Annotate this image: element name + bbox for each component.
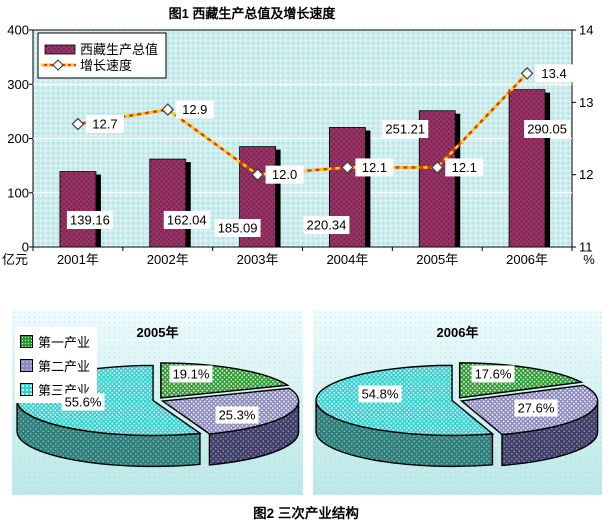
bar-value-label: 139.16 [70,213,110,228]
pie-slice-label: 27.6% [514,399,558,417]
line-marker [520,67,534,80]
bar-shadow [275,149,281,247]
bar-value-label: 251.21 [385,122,425,137]
pie-slice [315,364,495,437]
primary-industry-swatch-icon [20,334,33,348]
bar-value-label-bg [524,120,571,138]
x-axis-label: 2006年 [506,252,548,267]
pie-panel-2006: 2006年 17.6% 27.6% 54.8% [313,310,602,495]
line-value-label-bg [355,158,394,177]
line-marker [71,117,85,131]
pie-slice-label: 19.1% [169,365,213,383]
y-axis-label: 100 [7,185,29,200]
pie-slice-label: 25.3% [215,406,259,424]
bar-shadow [545,92,551,247]
pie-chart-2006 [315,362,599,468]
legend-item-secondary-industry: 第二产业 [20,353,97,377]
secondary-industry-swatch-icon [20,358,33,372]
figure1-title: 图1 西藏生产总值及增长速度 [168,6,336,21]
line-marker [251,168,264,182]
pie-slice-label: 17.6% [471,365,515,383]
bar-shadow [95,174,101,247]
chart-legend [37,32,167,79]
line-value-label: 12.9 [182,102,207,117]
gdp-growth-chart: 139.16 162.04 185.09 220.34 251.21 290.05 12.7… [2,23,595,268]
bar-value-label-bg [214,219,261,237]
line-value-label-bg [175,100,214,119]
bar-value-label: 290.05 [527,122,567,137]
y2-axis-label: 11 [579,240,593,255]
x-axis-label: 2001年 [57,252,99,267]
line-value-label: 13.4 [541,66,566,81]
line-value-label-bg [85,115,124,134]
bar-value-label-bg [303,216,350,234]
bar-shadow [455,113,461,248]
legend-label-bar: 西藏生产总值 [80,42,158,57]
y-axis-label: 300 [7,77,29,92]
bar-shadow [185,162,191,247]
pie-slice-label: 55.6% [61,393,105,411]
y-axis-label: 0 [22,240,29,255]
x-axis-label: 2003年 [237,252,279,267]
figure2-caption: 图2 三次产业结构 [253,506,359,521]
line-value-label-bg [445,158,484,177]
pie-title-2005: 2005年 [136,325,179,340]
bar-swatch-icon [44,44,76,55]
bar [508,89,546,248]
legend-label: 第一产业 [38,334,91,350]
tertiary-industry-swatch-icon [20,382,33,396]
pie-panel-2005: 2005年 第一产业 第二产业 第三产业 19.1% 25.3% 55.6% [12,310,303,495]
pie-title-2006: 2006年 [436,325,479,340]
bar-value-label-bg [382,120,429,138]
line-value-label: 12.7 [92,117,117,132]
y2-axis-label: 12 [579,167,593,182]
legend-label-line: 增长速度 [80,58,132,73]
legend-label: 第二产业 [38,358,91,374]
line-marker [430,161,444,174]
pie-legend: 第一产业 第二产业 第三产业 [15,327,97,403]
line-marker [161,103,175,116]
bar-value-label-bg [66,211,113,229]
y2-axis-label: 14 [579,23,593,38]
x-axis-label: 2002年 [147,252,189,267]
diamond-marker-icon [52,59,64,71]
line-value-label: 12.1 [452,160,477,175]
right-axis-unit: % [583,252,595,267]
x-axis-label: 2005年 [416,252,458,267]
left-axis-unit: 亿元 [2,252,28,267]
bar-value-label: 220.34 [307,218,347,233]
bar-value-label: 162.04 [167,213,207,228]
pie-slice-label: 54.8% [358,385,402,403]
bar-value-label: 185.09 [218,221,258,236]
line-value-label-bg [265,165,304,184]
y2-axis-label: 13 [579,95,593,110]
bar-shadow [365,130,371,247]
y-axis-label: 400 [7,23,29,38]
y-axis-label: 200 [7,131,29,146]
growth-line-dash [77,72,529,177]
x-axis-label: 2004年 [326,252,368,267]
line-value-label: 12.0 [272,167,297,182]
line-value-label: 12.1 [362,160,387,175]
bar-value-label-bg [163,211,210,229]
line-value-label-bg [535,64,574,83]
bar [149,158,187,248]
line-marker [341,161,354,174]
bar [59,171,97,248]
legend-item-primary-industry: 第一产业 [20,329,97,353]
